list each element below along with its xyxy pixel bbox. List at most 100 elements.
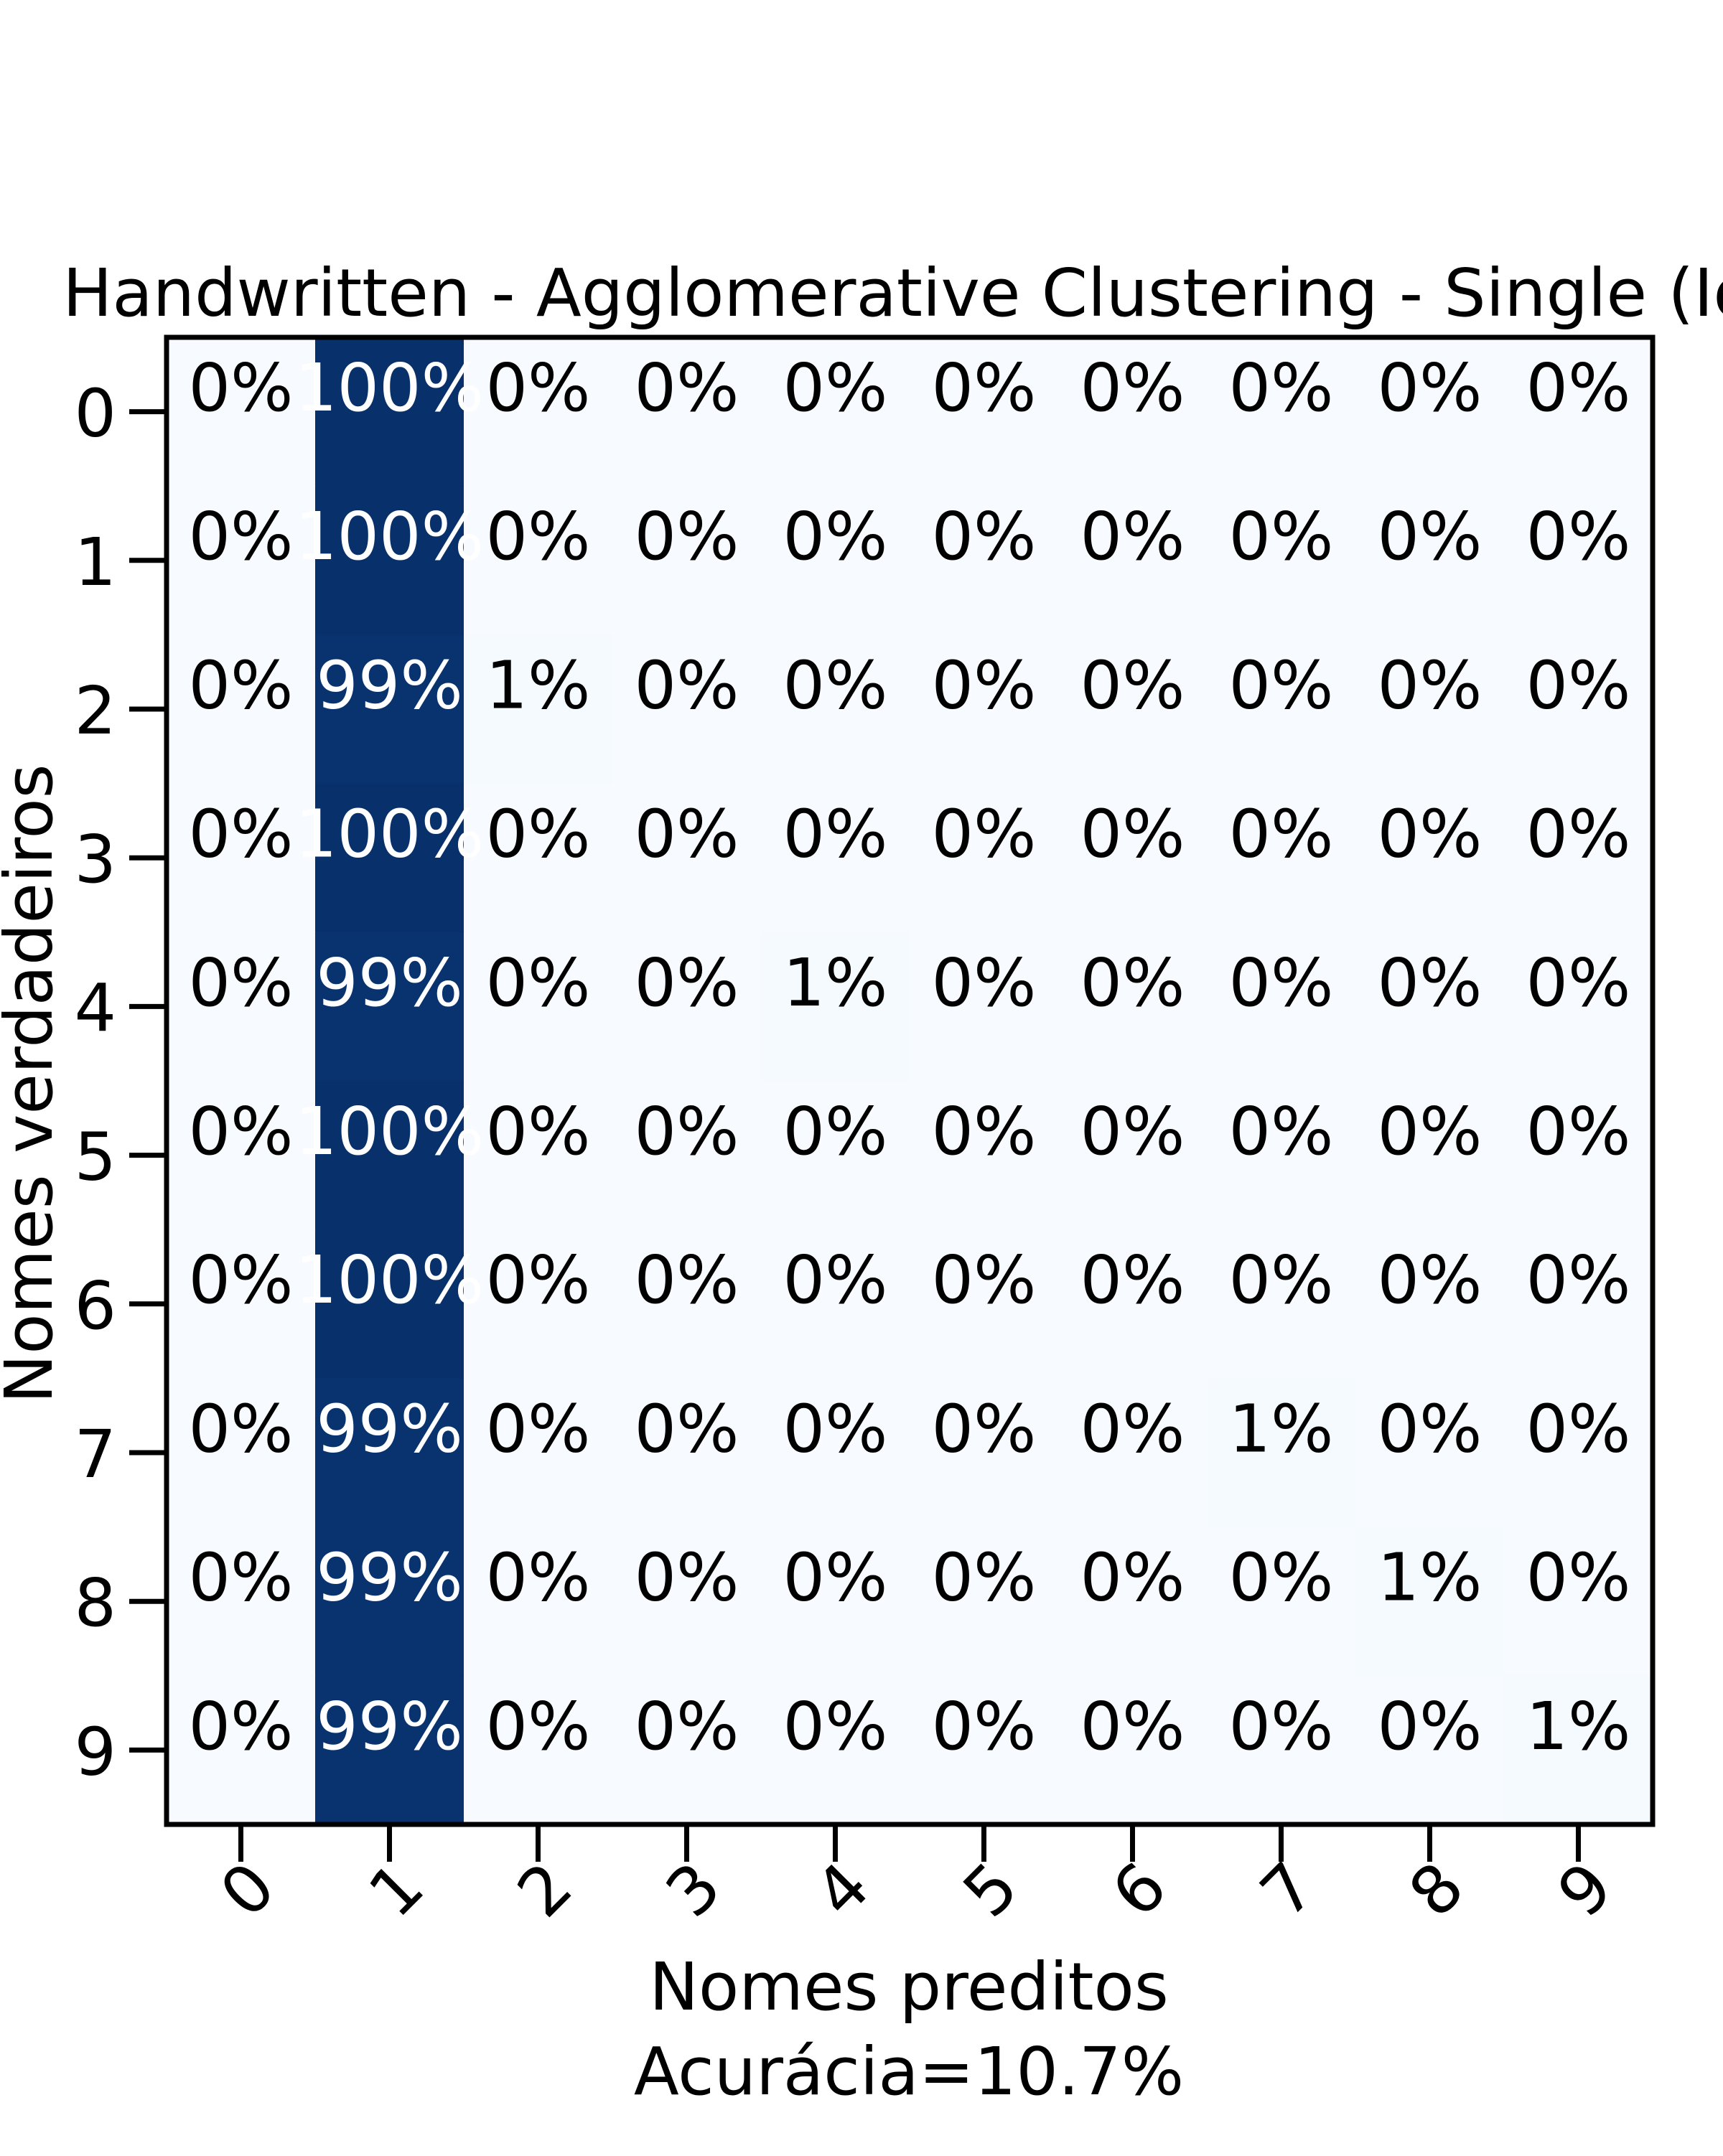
cell-label-r1-c9: 0%	[1526, 498, 1631, 575]
heatmap-cell-r1-c3	[612, 486, 762, 635]
heatmap-cell-r6-c5	[910, 1229, 1059, 1379]
heatmap-cell-r6-c7	[1207, 1229, 1356, 1379]
heatmap-cell-r6-c9	[1504, 1229, 1653, 1379]
heatmap-cell-r9-c5	[910, 1675, 1059, 1825]
cell-label-r3-c4: 0%	[783, 796, 888, 873]
cell-label-r1-c5: 0%	[932, 498, 1037, 575]
heatmap-cell-r5-c4	[761, 1081, 910, 1230]
cell-label-r4-c0: 0%	[189, 945, 294, 1021]
cell-label-r2-c5: 0%	[932, 647, 1037, 723]
heatmap-cell-r8-c9	[1504, 1527, 1653, 1677]
heatmap-cell-r0-c5	[910, 337, 1059, 487]
cell-label-r0-c0: 0%	[189, 350, 294, 426]
cell-label-r6-c3: 0%	[635, 1242, 739, 1318]
heatmap-cell-r7-c1	[315, 1378, 464, 1528]
heatmap-cell-r4-c5	[910, 932, 1059, 1082]
heatmap-cell-r5-c3	[612, 1081, 762, 1230]
cell-label-r9-c2: 0%	[486, 1688, 591, 1765]
heatmap-cell-r4-c1	[315, 932, 464, 1082]
heatmap-cell-r8-c7	[1207, 1527, 1356, 1677]
y-axis-label: Nomes verdadeiros	[0, 764, 67, 1403]
x-tick-label-4: 4	[800, 1848, 884, 1932]
cell-label-r3-c3: 0%	[635, 796, 739, 873]
heatmap-cell-r9-c7	[1207, 1675, 1356, 1825]
heatmap-cell-r3-c4	[761, 783, 910, 933]
cell-label-r9-c3: 0%	[635, 1688, 739, 1765]
cell-label-r6-c6: 0%	[1080, 1242, 1185, 1318]
heatmap-cell-r0-c6	[1058, 337, 1208, 487]
heatmap-cell-r2-c3	[612, 634, 762, 784]
cell-label-r7-c7: 1%	[1229, 1390, 1334, 1467]
y-tick-label-8: 8	[74, 1565, 116, 1641]
heatmap-cell-r0-c8	[1355, 337, 1505, 487]
x-axis-label: Nomes preditos	[649, 1949, 1169, 2025]
heatmap-cell-r3-c9	[1504, 783, 1653, 933]
cell-label-r5-c5: 0%	[932, 1093, 1037, 1170]
heatmap-cell-r0-c7	[1207, 337, 1356, 487]
cell-label-r1-c1: 100%	[295, 498, 484, 575]
heatmap-cell-r5-c5	[910, 1081, 1059, 1230]
cell-label-r1-c7: 0%	[1229, 498, 1334, 575]
cell-label-r7-c9: 0%	[1526, 1390, 1631, 1467]
heatmap-cell-r7-c0	[167, 1378, 316, 1528]
heatmap-cell-r9-c6	[1058, 1675, 1208, 1825]
cell-label-r6-c2: 0%	[486, 1242, 591, 1318]
heatmap-cell-r1-c7	[1207, 486, 1356, 635]
cell-label-r7-c6: 0%	[1080, 1390, 1185, 1467]
heatmap-cell-r3-c3	[612, 783, 762, 933]
cell-label-r0-c3: 0%	[635, 350, 739, 426]
heatmap-cell-r8-c0	[167, 1527, 316, 1677]
cell-label-r0-c1: 100%	[295, 350, 484, 426]
heatmap-cell-r6-c4	[761, 1229, 910, 1379]
heatmap-cell-r6-c1	[315, 1229, 464, 1379]
cell-label-r6-c7: 0%	[1229, 1242, 1334, 1318]
cell-label-r1-c8: 0%	[1378, 498, 1482, 575]
x-tick-label-6: 6	[1098, 1848, 1182, 1932]
cell-label-r2-c7: 0%	[1229, 647, 1334, 723]
cell-label-r8-c7: 0%	[1229, 1539, 1334, 1616]
heatmap-cell-r4-c8	[1355, 932, 1505, 1082]
cell-label-r9-c1: 99%	[316, 1688, 462, 1765]
plot-frame	[164, 334, 1656, 1827]
heatmap-cell-r3-c2	[464, 783, 613, 933]
y-tick-label-7: 7	[74, 1416, 116, 1493]
cell-label-r1-c3: 0%	[635, 498, 739, 575]
heatmap-cell-r1-c2	[464, 486, 613, 635]
heatmap-cell-r2-c9	[1504, 634, 1653, 784]
x-tick-label-0: 0	[206, 1848, 290, 1932]
heatmap-cell-r6-c0	[167, 1229, 316, 1379]
heatmap-cell-r4-c9	[1504, 932, 1653, 1082]
cell-label-r4-c7: 0%	[1229, 945, 1334, 1021]
cell-label-r6-c4: 0%	[783, 1242, 888, 1318]
cell-label-r7-c3: 0%	[635, 1390, 739, 1467]
heatmap-cell-r2-c1	[315, 634, 464, 784]
cell-label-r8-c8: 1%	[1378, 1539, 1482, 1616]
cell-label-r0-c7: 0%	[1229, 350, 1334, 426]
y-tick-label-3: 3	[74, 821, 116, 898]
y-tick-label-5: 5	[74, 1119, 116, 1196]
heatmap-cell-r5-c9	[1504, 1081, 1653, 1230]
cell-label-r8-c4: 0%	[783, 1539, 888, 1616]
heatmap-cell-r6-c3	[612, 1229, 762, 1379]
heatmap-cell-r7-c7	[1207, 1378, 1356, 1528]
heatmap-cell-r1-c8	[1355, 486, 1505, 635]
heatmap-cell-r1-c6	[1058, 486, 1208, 635]
heatmap-cell-r3-c6	[1058, 783, 1208, 933]
y-tick-label-2: 2	[74, 672, 116, 749]
cell-label-r0-c9: 0%	[1526, 350, 1631, 426]
cell-label-r6-c8: 0%	[1378, 1242, 1482, 1318]
heatmap-cell-r1-c4	[761, 486, 910, 635]
heatmap-cell-r2-c5	[910, 634, 1059, 784]
heatmap-cell-r0-c4	[761, 337, 910, 487]
heatmap-cell-labels: 0% 100% 0% 0% 0% 0% 0% 0% 0% 0%0% 100% 0% 0% 0% 0% 0% 0%…	[189, 350, 1631, 1765]
x-tick-label-9: 9	[1544, 1848, 1628, 1932]
cell-label-r7-c1: 99%	[316, 1390, 462, 1467]
heatmap-cell-r3-c0	[167, 783, 316, 933]
cell-label-r7-c5: 0%	[932, 1390, 1037, 1467]
heatmap-cell-r6-c2	[464, 1229, 613, 1379]
cell-label-r5-c7: 0%	[1229, 1093, 1334, 1170]
heatmap-cell-r0-c2	[464, 337, 613, 487]
y-tick-label-0: 0	[74, 375, 116, 452]
